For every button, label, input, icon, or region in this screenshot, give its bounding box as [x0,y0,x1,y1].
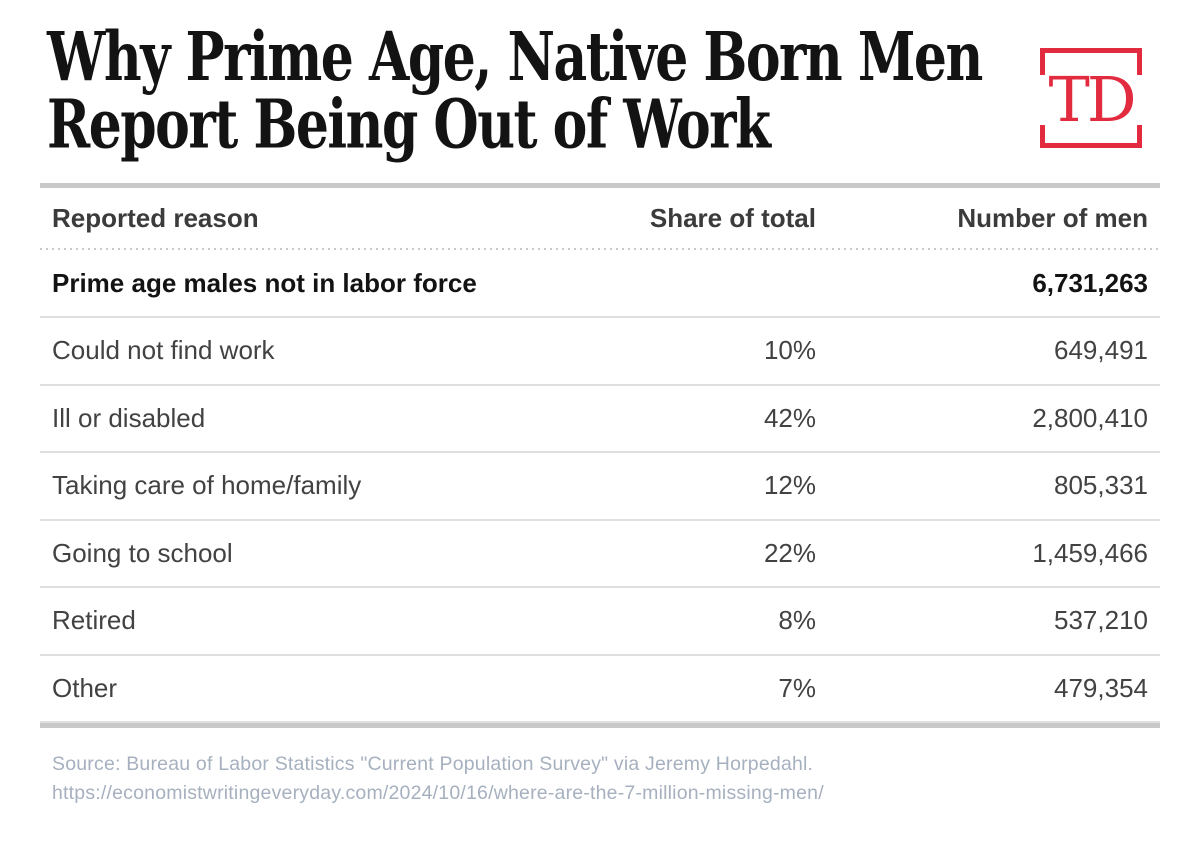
table-row: Ill or disabled 42% 2,800,410 [40,386,1160,453]
table-bottom-rule [40,723,1160,728]
cell-number: 479,354 [1054,672,1148,703]
cell-number: 1,459,466 [1032,537,1148,568]
table-row: Other 7% 479,354 [40,656,1160,723]
source-line: Source: Bureau of Labor Statistics "Curr… [52,753,814,775]
reasons-table: Reported reason Share of total Number of… [40,183,1160,728]
column-header-reason: Reported reason [52,202,259,233]
page-title-line-2: Report Being Out of Work [47,85,771,165]
table-row: Could not find work 10% 649,491 [40,318,1160,386]
table-row: Taking care of home/family 12% 805,331 [40,453,1160,521]
column-header-number: Number of men [957,202,1148,233]
cell-reason: Prime age males not in labor force [52,267,477,298]
table-row: Going to school 22% 1,459,466 [40,521,1160,588]
cell-share: 42% [763,402,816,433]
cell-reason: Going to school [52,537,233,568]
cell-share: 12% [763,470,816,501]
cell-reason: Ill or disabled [52,402,206,433]
cell-reason: Retired [52,605,136,636]
td-logo-band: TD [1040,63,1142,136]
source-note: Source: Bureau of Labor Statistics "Curr… [52,750,824,807]
td-logo-frame: TD [1040,48,1142,148]
page-title-line-1: Why Prime Age, Native Born Men [47,17,983,97]
table-row-total: Prime age males not in labor force 6,731… [40,250,1160,318]
cell-number: 649,491 [1054,335,1148,366]
cell-number: 2,800,410 [1032,402,1148,433]
cell-reason: Could not find work [52,335,275,366]
cell-reason: Taking care of home/family [52,470,362,501]
cell-reason: Other [52,672,118,703]
cell-number: 805,331 [1054,470,1148,501]
cell-share: 8% [778,605,816,636]
table-row: Retired 8% 537,210 [40,588,1160,656]
source-url: https://economistwritingeveryday.com/202… [52,781,824,804]
cell-share: 7% [778,672,816,703]
cell-share: 10% [763,335,816,366]
cell-number: 537,210 [1054,605,1148,636]
table-top-rule [40,183,1160,188]
table-header-row: Reported reason Share of total Number of… [40,188,1160,248]
page-title: Why Prime Age, Native Born Men Report Be… [47,23,983,159]
cell-number: 6,731,263 [1032,267,1148,298]
cell-share: 22% [763,537,816,568]
column-header-share: Share of total [649,202,816,233]
td-logo-text: TD [1048,63,1136,136]
header-dotted-rule [40,248,1160,250]
